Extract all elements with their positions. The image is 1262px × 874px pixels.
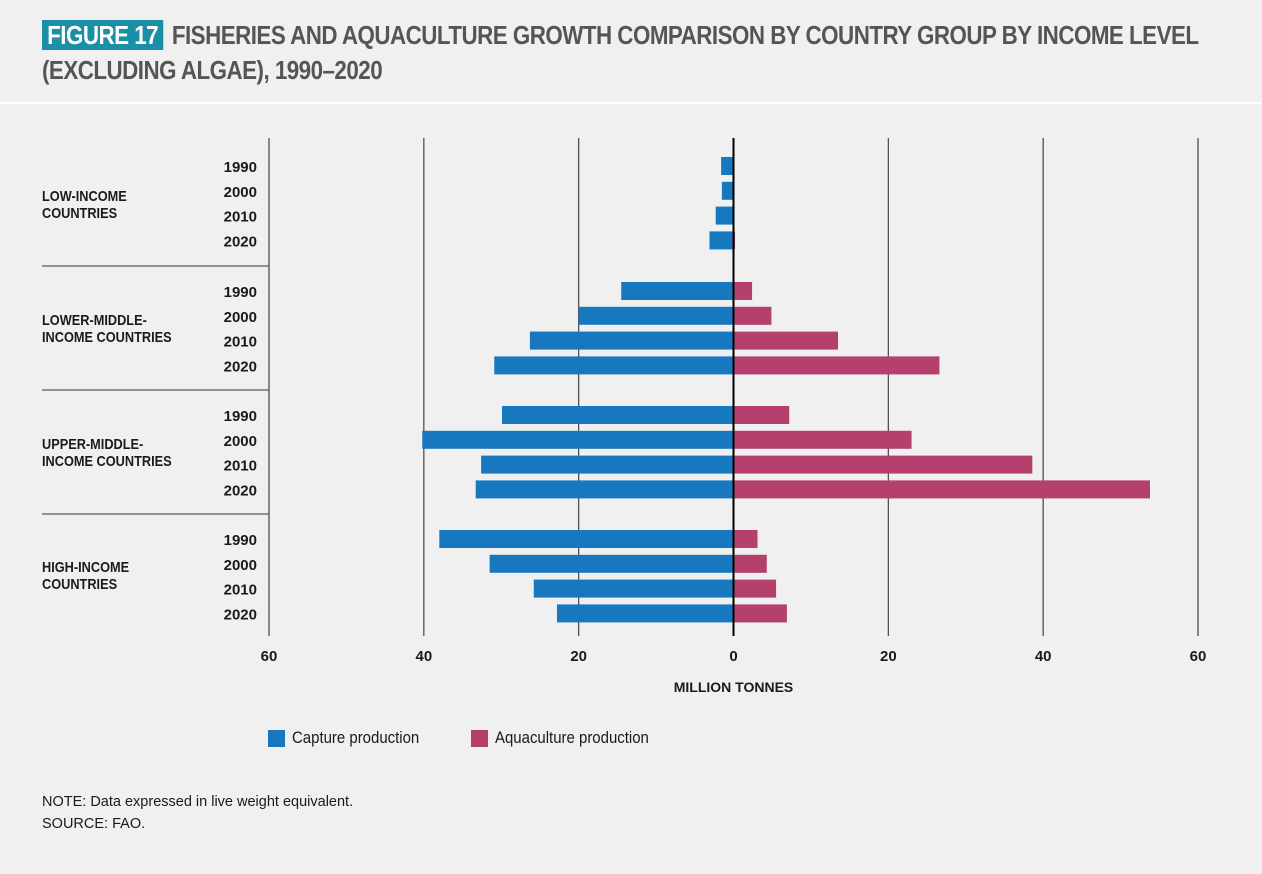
bar-capture-0-2020 <box>709 231 734 250</box>
year-label: 2000 <box>224 184 257 201</box>
group-label-line: COUNTRIES <box>42 205 118 222</box>
x-tick-label: 0 <box>729 648 737 665</box>
year-label: 2000 <box>224 557 257 574</box>
group-label-line: LOW-INCOME <box>42 188 127 205</box>
bar-aquaculture-1-1990 <box>733 282 753 300</box>
bar-capture-0-1990 <box>721 157 734 175</box>
bar-capture-3-2010 <box>533 579 734 598</box>
legend-item-capture: Capture production <box>268 728 437 748</box>
source-text: SOURCE: FAO. <box>42 816 146 832</box>
group-label-lower-middle-income: LOWER-MIDDLE- INCOME COUNTRIES <box>42 312 212 346</box>
bar-aquaculture-2-1990 <box>733 406 790 424</box>
figure-badge: FIGURE 17 <box>42 20 164 50</box>
bar-capture-1-1990 <box>621 282 734 300</box>
group-label-low-income: LOW-INCOME COUNTRIES <box>42 188 212 222</box>
bar-capture-1-2000 <box>578 306 734 325</box>
group-label-line: INCOME COUNTRIES <box>42 453 172 470</box>
bar-capture-0-2010 <box>715 206 734 225</box>
x-tick-label: 60 <box>261 648 278 665</box>
figure-title-line-1: FIGURE 17 FISHERIES AND AQUACULTURE GROWT… <box>42 20 1199 51</box>
figure-header: FIGURE 17 FISHERIES AND AQUACULTURE GROWT… <box>0 0 1262 104</box>
year-label: 2010 <box>224 334 257 351</box>
legend-swatch-aquaculture <box>470 729 488 747</box>
bar-capture-2-2010 <box>481 455 734 474</box>
bar-capture-0-2000 <box>721 181 734 200</box>
bar-capture-1-2010 <box>529 331 734 350</box>
bar-aquaculture-2-2000 <box>733 430 912 449</box>
year-label: 2020 <box>224 482 257 499</box>
year-label: 1990 <box>224 284 257 301</box>
bar-capture-3-1990 <box>439 530 734 548</box>
group-label-high-income: HIGH-INCOME COUNTRIES <box>42 559 212 593</box>
bar-aquaculture-3-2010 <box>733 579 777 598</box>
year-label: 2010 <box>224 458 257 475</box>
year-label: 1990 <box>224 159 257 176</box>
figure-title-text: FISHERIES AND AQUACULTURE GROWTH COMPARI… <box>171 20 1199 50</box>
figure-title-line-2: (EXCLUDING ALGAE), 1990–2020 <box>42 55 383 85</box>
x-tick-label: 40 <box>1035 648 1052 665</box>
year-label: 1990 <box>224 532 257 549</box>
x-axis-label: MILLION TONNES <box>674 679 794 695</box>
bar-capture-2-2000 <box>422 430 734 449</box>
bar-aquaculture-3-2020 <box>733 604 787 623</box>
year-label: 2000 <box>224 309 257 326</box>
year-label: 2000 <box>224 433 257 450</box>
note-text: NOTE: Data expressed in live weight equi… <box>42 794 354 810</box>
bar-capture-3-2020 <box>556 604 734 623</box>
legend-swatch-capture <box>268 729 285 747</box>
bar-aquaculture-2-2020 <box>733 480 1151 499</box>
year-label: 2010 <box>224 209 257 226</box>
year-label: 2020 <box>224 606 257 623</box>
bar-capture-2-1990 <box>502 406 734 424</box>
chart-legend: Capture production Aquaculture productio… <box>268 728 703 748</box>
bar-aquaculture-2-2010 <box>733 455 1033 474</box>
group-label-line: HIGH-INCOME <box>42 559 130 576</box>
group-label-line: COUNTRIES <box>42 576 118 593</box>
group-label-line: LOWER-MIDDLE- <box>42 312 147 329</box>
legend-item-aquaculture: Aquaculture production <box>470 728 670 748</box>
bar-aquaculture-3-2000 <box>733 554 767 573</box>
bar-capture-3-2000 <box>489 554 734 573</box>
legend-label-aquaculture: Aquaculture production <box>494 728 649 747</box>
group-label-line: UPPER-MIDDLE- <box>42 436 144 453</box>
bar-capture-1-2020 <box>494 356 734 375</box>
x-tick-label: 40 <box>415 648 432 665</box>
year-label: 2010 <box>224 582 257 599</box>
group-label-upper-middle-income: UPPER-MIDDLE- INCOME COUNTRIES <box>42 436 212 470</box>
x-tick-label: 20 <box>880 648 897 665</box>
bar-aquaculture-1-2000 <box>733 306 772 325</box>
legend-label-capture: Capture production <box>292 728 420 747</box>
bar-aquaculture-1-2010 <box>733 331 839 350</box>
x-tick-label: 60 <box>1190 648 1207 665</box>
year-label: 2020 <box>224 358 257 375</box>
group-label-line: INCOME COUNTRIES <box>42 329 172 346</box>
bar-capture-2-2020 <box>475 480 734 499</box>
year-label: 1990 <box>224 408 257 425</box>
bar-aquaculture-1-2020 <box>733 356 940 375</box>
bar-aquaculture-3-1990 <box>733 530 758 548</box>
x-tick-label: 20 <box>570 648 587 665</box>
year-label: 2020 <box>224 233 257 250</box>
